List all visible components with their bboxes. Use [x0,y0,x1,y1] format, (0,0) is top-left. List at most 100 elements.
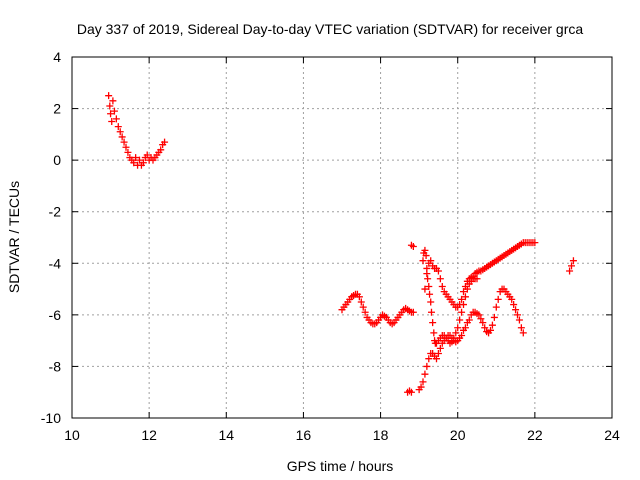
x-tick-label: 10 [64,427,80,443]
data-point [357,298,365,306]
data-point [434,267,442,275]
data-point [429,319,437,327]
data-point [116,128,124,136]
data-point [456,316,464,324]
data-point [106,102,114,110]
data-point [130,159,138,167]
chart-title: Day 337 of 2019, Sidereal Day-to-day VTE… [77,21,583,37]
data-point [355,293,363,301]
data-point [487,326,494,334]
data-point [461,282,469,290]
data-point [456,301,464,309]
data-point [112,115,120,123]
data-point [421,370,429,378]
data-point [110,107,118,115]
data-point [120,138,128,146]
data-point [494,295,502,303]
data-point [458,295,466,303]
y-tick-label: 0 [53,152,61,168]
y-tick-label: -4 [49,255,62,271]
series-points [105,92,577,396]
chart-grid [72,57,612,418]
x-axis-label: GPS time / hours [287,458,394,474]
data-point [132,154,140,162]
data-point [417,383,425,391]
data-point [461,324,469,332]
y-tick-label: -8 [49,358,62,374]
data-point [409,308,417,316]
x-tick-label: 18 [373,427,389,443]
data-point [409,243,417,251]
data-point [452,329,460,337]
data-point [124,148,132,156]
data-point [423,362,431,370]
data-point [425,282,433,290]
data-point [514,311,521,319]
data-point [122,143,130,151]
data-point [161,138,169,146]
data-point [433,355,440,363]
data-point [108,117,116,125]
data-point [427,298,435,306]
data-point [157,146,165,154]
x-tick-label: 16 [296,427,312,443]
data-point [512,306,520,314]
data-point [139,159,147,167]
data-point [105,92,113,100]
data-point [419,378,427,386]
data-point [519,329,527,337]
data-point [422,252,430,260]
y-axis-label: SDTVAR / TECUs [6,181,22,293]
data-point [424,275,432,283]
data-point [438,282,446,290]
y-tick-label: 4 [53,49,61,65]
data-point [458,308,466,316]
data-point [477,315,485,323]
x-tick-label: 20 [450,427,466,443]
data-point [566,267,574,275]
data-point [488,321,496,329]
data-point [460,288,467,296]
data-point [479,319,487,327]
y-tick-label: -10 [41,410,61,426]
data-point [515,316,523,324]
data-point [508,295,516,303]
data-point [569,257,577,265]
data-point [450,334,458,342]
plot-frame [71,56,613,419]
data-point [109,97,117,105]
data-point [465,316,473,324]
y-tick-label: 2 [53,101,61,117]
data-point [531,239,539,247]
data-point [407,388,415,396]
data-point [427,257,435,265]
y-tick-label: -2 [49,204,62,220]
data-point [517,324,525,332]
data-point [461,293,469,301]
data-point [481,324,489,332]
y-tick-label: -6 [49,307,62,323]
data-point [510,301,518,309]
data-point [436,344,444,352]
data-point [423,270,431,278]
x-tick-label: 14 [218,427,234,443]
data-point [454,324,462,332]
data-point [136,156,143,164]
data-point [434,350,442,358]
data-point [359,303,367,311]
data-point [473,275,481,283]
data-point [421,246,429,254]
data-point [568,262,575,270]
data-point [426,290,434,298]
data-point [425,355,433,363]
data-point [118,133,126,141]
data-point [421,285,429,293]
data-point [458,331,466,339]
data-point [361,308,369,316]
data-point [419,257,427,265]
x-tick-label: 12 [141,427,157,443]
data-point [430,329,438,337]
data-point [114,123,122,131]
